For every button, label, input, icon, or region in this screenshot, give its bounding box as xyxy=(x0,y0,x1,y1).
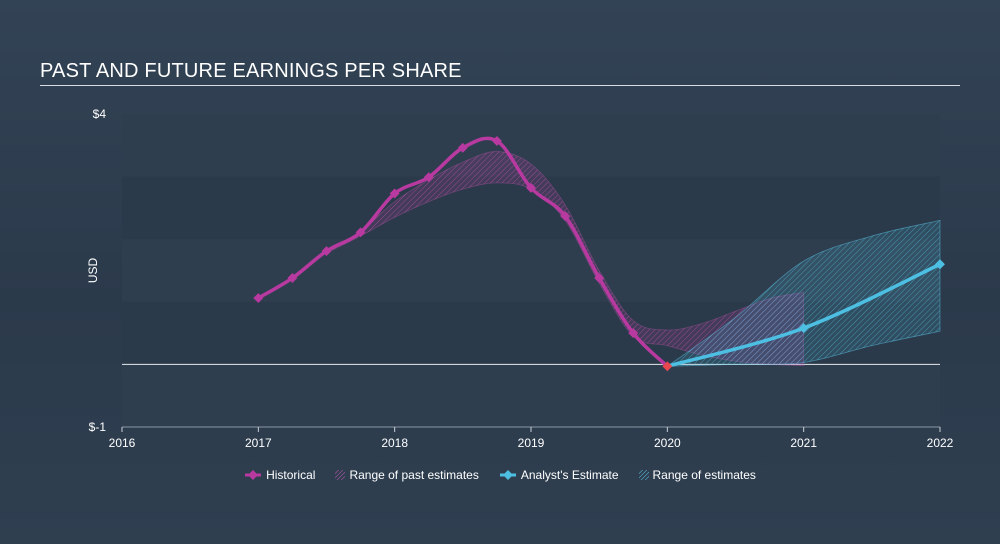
historical-point xyxy=(389,188,400,199)
x-tick-label: 2021 xyxy=(790,436,817,450)
historical-point xyxy=(423,172,434,183)
x-tick-label: 2017 xyxy=(245,436,272,450)
legend-analyst-estimate[interactable]: Analyst's Estimate xyxy=(499,468,619,482)
y-tick-label-top: $4 xyxy=(93,107,107,121)
y-axis-label: USD xyxy=(86,258,100,284)
historical-point xyxy=(594,273,605,283)
chart-title: PAST AND FUTURE EARNINGS PER SHARE xyxy=(40,60,462,82)
background-bands xyxy=(122,114,940,427)
last-historical-point xyxy=(662,361,673,372)
future-range-hatch-icon xyxy=(638,470,649,480)
historical-point xyxy=(321,246,332,257)
historical-point xyxy=(457,142,468,153)
legend-past-range-label: Range of past estimates xyxy=(349,468,479,482)
x-tick-label: 2019 xyxy=(518,436,545,450)
legend-historical-label: Historical xyxy=(266,468,316,482)
historical-point xyxy=(355,227,366,238)
data-markers xyxy=(253,135,945,372)
legend-past-range[interactable]: Range of past estimates xyxy=(335,468,479,482)
historical-point xyxy=(628,328,639,339)
plot-band xyxy=(122,364,940,427)
estimate-marker-icon xyxy=(499,470,516,480)
historical-point xyxy=(526,182,536,193)
estimate-point xyxy=(798,323,809,334)
y-axis: $4 $-1 USD xyxy=(86,107,106,434)
y-tick-label-bottom: $-1 xyxy=(89,420,107,434)
title-divider xyxy=(40,85,960,86)
historical-point xyxy=(491,135,502,146)
historical-point xyxy=(253,293,264,303)
x-tick-label: 2018 xyxy=(381,436,408,450)
historical-point xyxy=(560,211,571,221)
legend-historical[interactable]: Historical xyxy=(244,468,315,482)
legend-analyst-estimate-label: Analyst's Estimate xyxy=(520,468,619,482)
legend-future-range[interactable]: Range of estimates xyxy=(638,468,756,482)
past-range-hatch-icon xyxy=(335,470,346,480)
future-estimate-range xyxy=(666,219,941,367)
historical-point xyxy=(287,273,298,283)
x-tick-label: 2020 xyxy=(654,436,681,450)
estimate-point xyxy=(935,259,945,270)
historical-marker-icon xyxy=(245,470,262,480)
legend: Historical Range of past estimates Analy… xyxy=(0,468,1000,482)
x-tick-label: 2022 xyxy=(927,436,954,450)
legend-future-range-label: Range of estimates xyxy=(652,468,756,482)
x-tick-label: 2016 xyxy=(109,436,136,450)
x-axis: 2016 2017 2018 2019 2020 2021 2022 xyxy=(109,426,954,450)
